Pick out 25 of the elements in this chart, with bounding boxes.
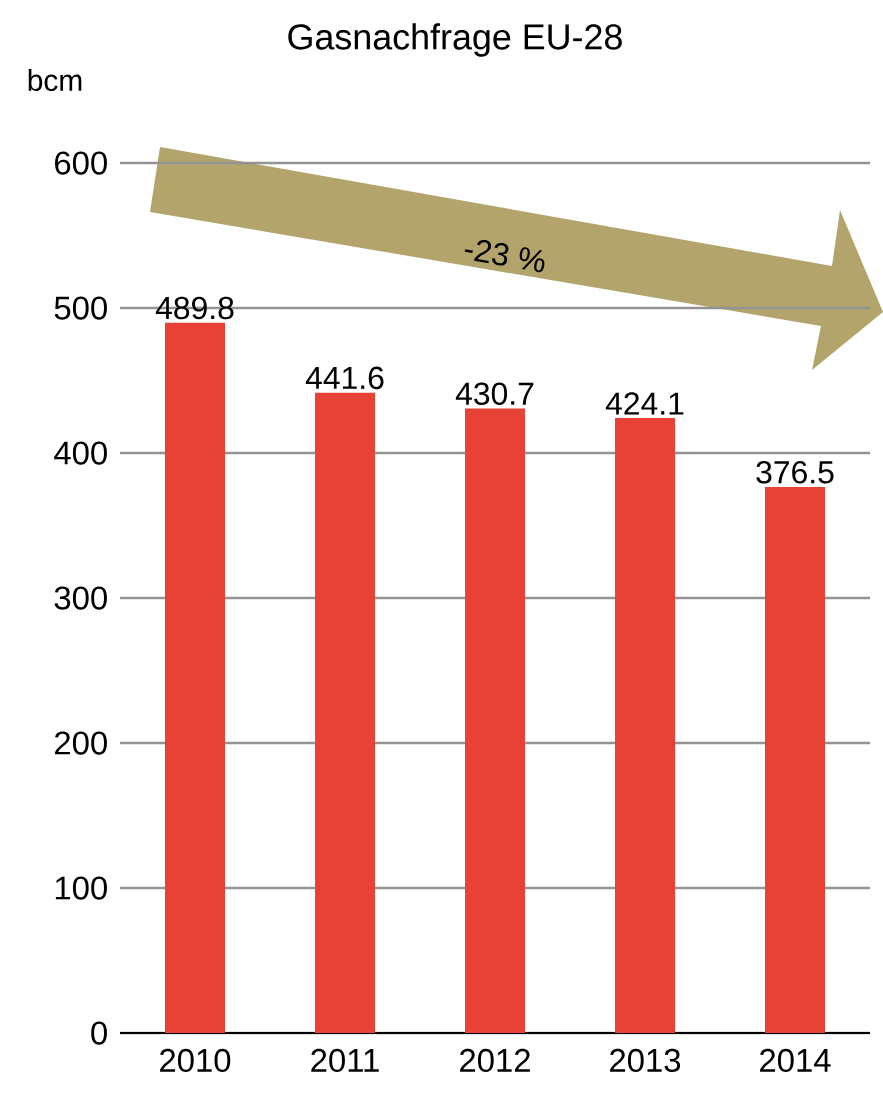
- x-tick-label: 2014: [760, 1048, 831, 1073]
- y-tick-label: 0: [91, 1021, 107, 1045]
- bar: [465, 408, 525, 1034]
- y-tick-label: 500: [54, 296, 107, 320]
- data-label: 424.1: [605, 392, 684, 415]
- y-tick-label: 300: [54, 586, 107, 610]
- data-label: 489.8: [155, 296, 234, 320]
- chart-title: Gasnachfrage EU-28: [288, 23, 622, 57]
- x-tick-label: 2013: [610, 1048, 681, 1073]
- annotation: -23 %: [464, 239, 545, 273]
- bar: [765, 487, 825, 1034]
- data-label: 441.6: [305, 366, 384, 390]
- x-tick-label: 2012: [460, 1048, 530, 1073]
- y-tick-label: 100: [55, 876, 107, 900]
- y-tick-label: 400: [54, 441, 107, 465]
- bar: [165, 322, 225, 1034]
- bar: [315, 392, 375, 1034]
- bar: [615, 418, 675, 1034]
- y-tick-label: 600: [55, 151, 107, 175]
- y-axis-title: bcm: [28, 69, 82, 91]
- x-tick-label: 2010: [160, 1048, 231, 1073]
- y-tick-label: 200: [55, 731, 107, 755]
- data-label: 376.5: [756, 461, 834, 484]
- x-tick-label: 2011: [311, 1048, 379, 1073]
- data-label: 430.7: [455, 382, 534, 405]
